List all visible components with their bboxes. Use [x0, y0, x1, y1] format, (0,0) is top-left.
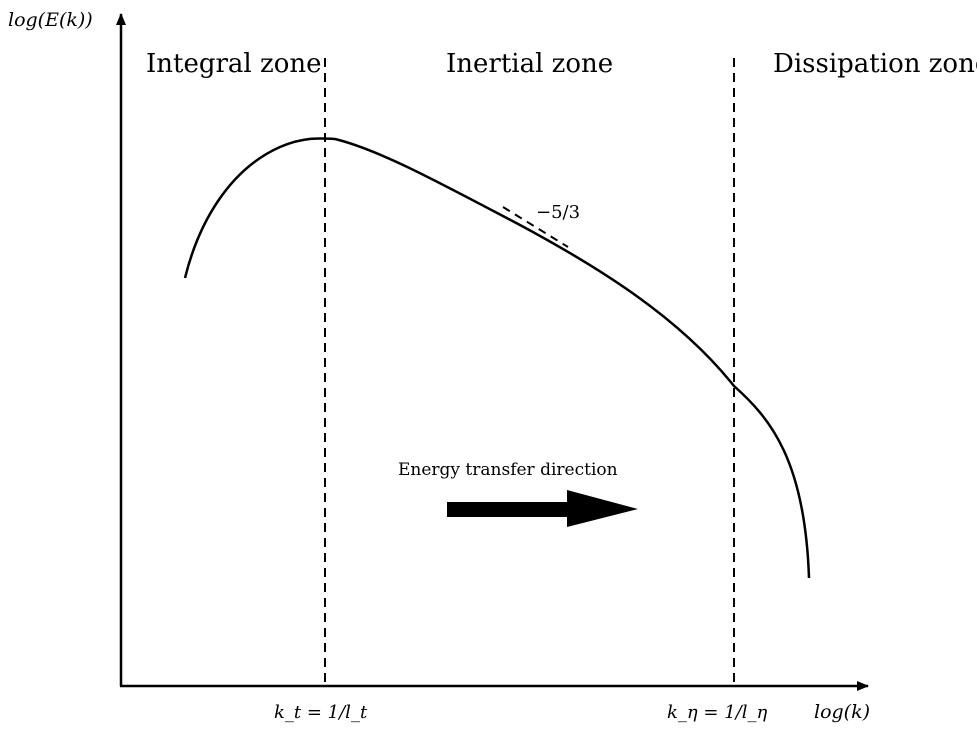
dissipation-zone-label: Dissipation zone	[773, 49, 977, 79]
energy-transfer-arrow	[447, 490, 638, 527]
energy-transfer-label: Energy transfer direction	[398, 460, 618, 480]
slope-label: −5/3	[536, 202, 580, 223]
y-axis-label: log(E(k))	[8, 9, 93, 31]
slope-indicator	[502, 206, 569, 248]
k-eta-label: k_η = 1/l_η	[667, 702, 767, 723]
energy-spectrum-curve	[183, 137, 811, 579]
inertial-zone-label: Inertial zone	[446, 49, 613, 79]
k-t-label: k_t = 1/l_t	[274, 702, 368, 723]
x-axis-label: log(k)	[814, 701, 870, 723]
integral-zone-label: Integral zone	[146, 49, 322, 79]
